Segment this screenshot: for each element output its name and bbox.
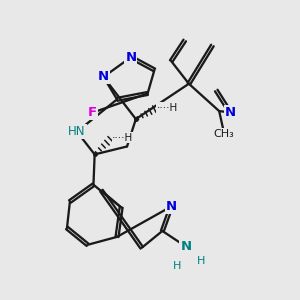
Text: CH₃: CH₃ [214,129,235,139]
Text: F: F [88,106,97,119]
Text: H: H [196,256,205,266]
Text: N: N [224,106,236,119]
Text: N: N [166,200,177,213]
Text: ····H: ····H [112,133,134,142]
Text: H: H [173,261,181,271]
Text: N: N [98,70,109,83]
Text: N: N [180,240,191,253]
Text: ····H: ····H [157,103,178,113]
Text: HN: HN [68,125,86,138]
Text: N: N [125,51,136,64]
